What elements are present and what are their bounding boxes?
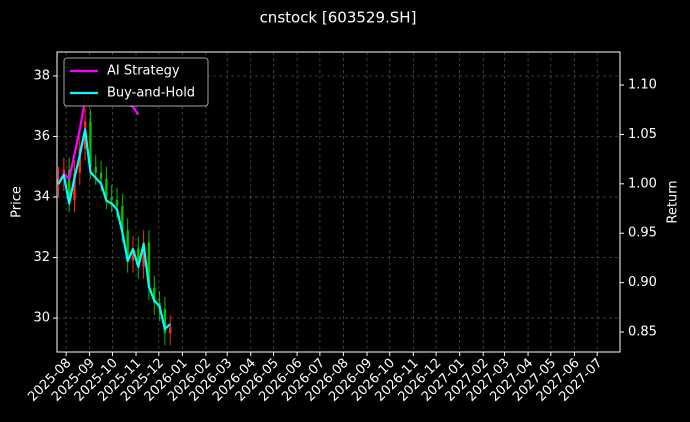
y2-tick-label: 0.85: [628, 325, 657, 340]
candle-body: [67, 169, 71, 201]
y2-tick-label: 1.00: [628, 176, 657, 191]
y-axis-label: Price: [10, 186, 25, 218]
candle-body: [73, 172, 76, 201]
y2-tick-label: 0.90: [628, 275, 657, 290]
plot-frame: [56, 51, 621, 353]
candle-body: [131, 248, 135, 261]
legend-label: Buy-and-Hold: [107, 86, 195, 101]
candle-body: [169, 327, 172, 334]
y-tick-label: 36: [33, 129, 50, 144]
candle-body: [105, 178, 108, 198]
candle-body: [99, 172, 103, 179]
candle-body: [126, 230, 129, 261]
y-tick-label: 38: [33, 68, 50, 83]
y2-tick-label: 1.05: [628, 127, 657, 142]
candle-body: [153, 287, 156, 303]
candle-body: [78, 148, 81, 173]
candle-body: [163, 309, 167, 334]
y2-tick-label: 1.10: [628, 78, 657, 93]
y-tick-label: 32: [33, 250, 50, 265]
chart-title: cnstock [603529.SH]: [260, 9, 417, 27]
y2-tick-label: 0.95: [628, 226, 657, 241]
y-tick-label: 30: [33, 311, 50, 326]
candle-body: [115, 200, 119, 207]
candle-body: [147, 242, 151, 288]
candle-body: [89, 121, 92, 167]
candle-body: [121, 206, 124, 231]
y-tick-label: 34: [33, 190, 50, 205]
legend-label: AI Strategy: [107, 64, 180, 79]
y2-axis-label: Return: [666, 180, 681, 223]
candle-body: [137, 248, 140, 267]
candle-body: [142, 242, 145, 267]
candle-body: [94, 166, 97, 173]
legend-box: [63, 57, 209, 107]
candle-body: [110, 197, 113, 201]
series-line: [57, 128, 171, 331]
